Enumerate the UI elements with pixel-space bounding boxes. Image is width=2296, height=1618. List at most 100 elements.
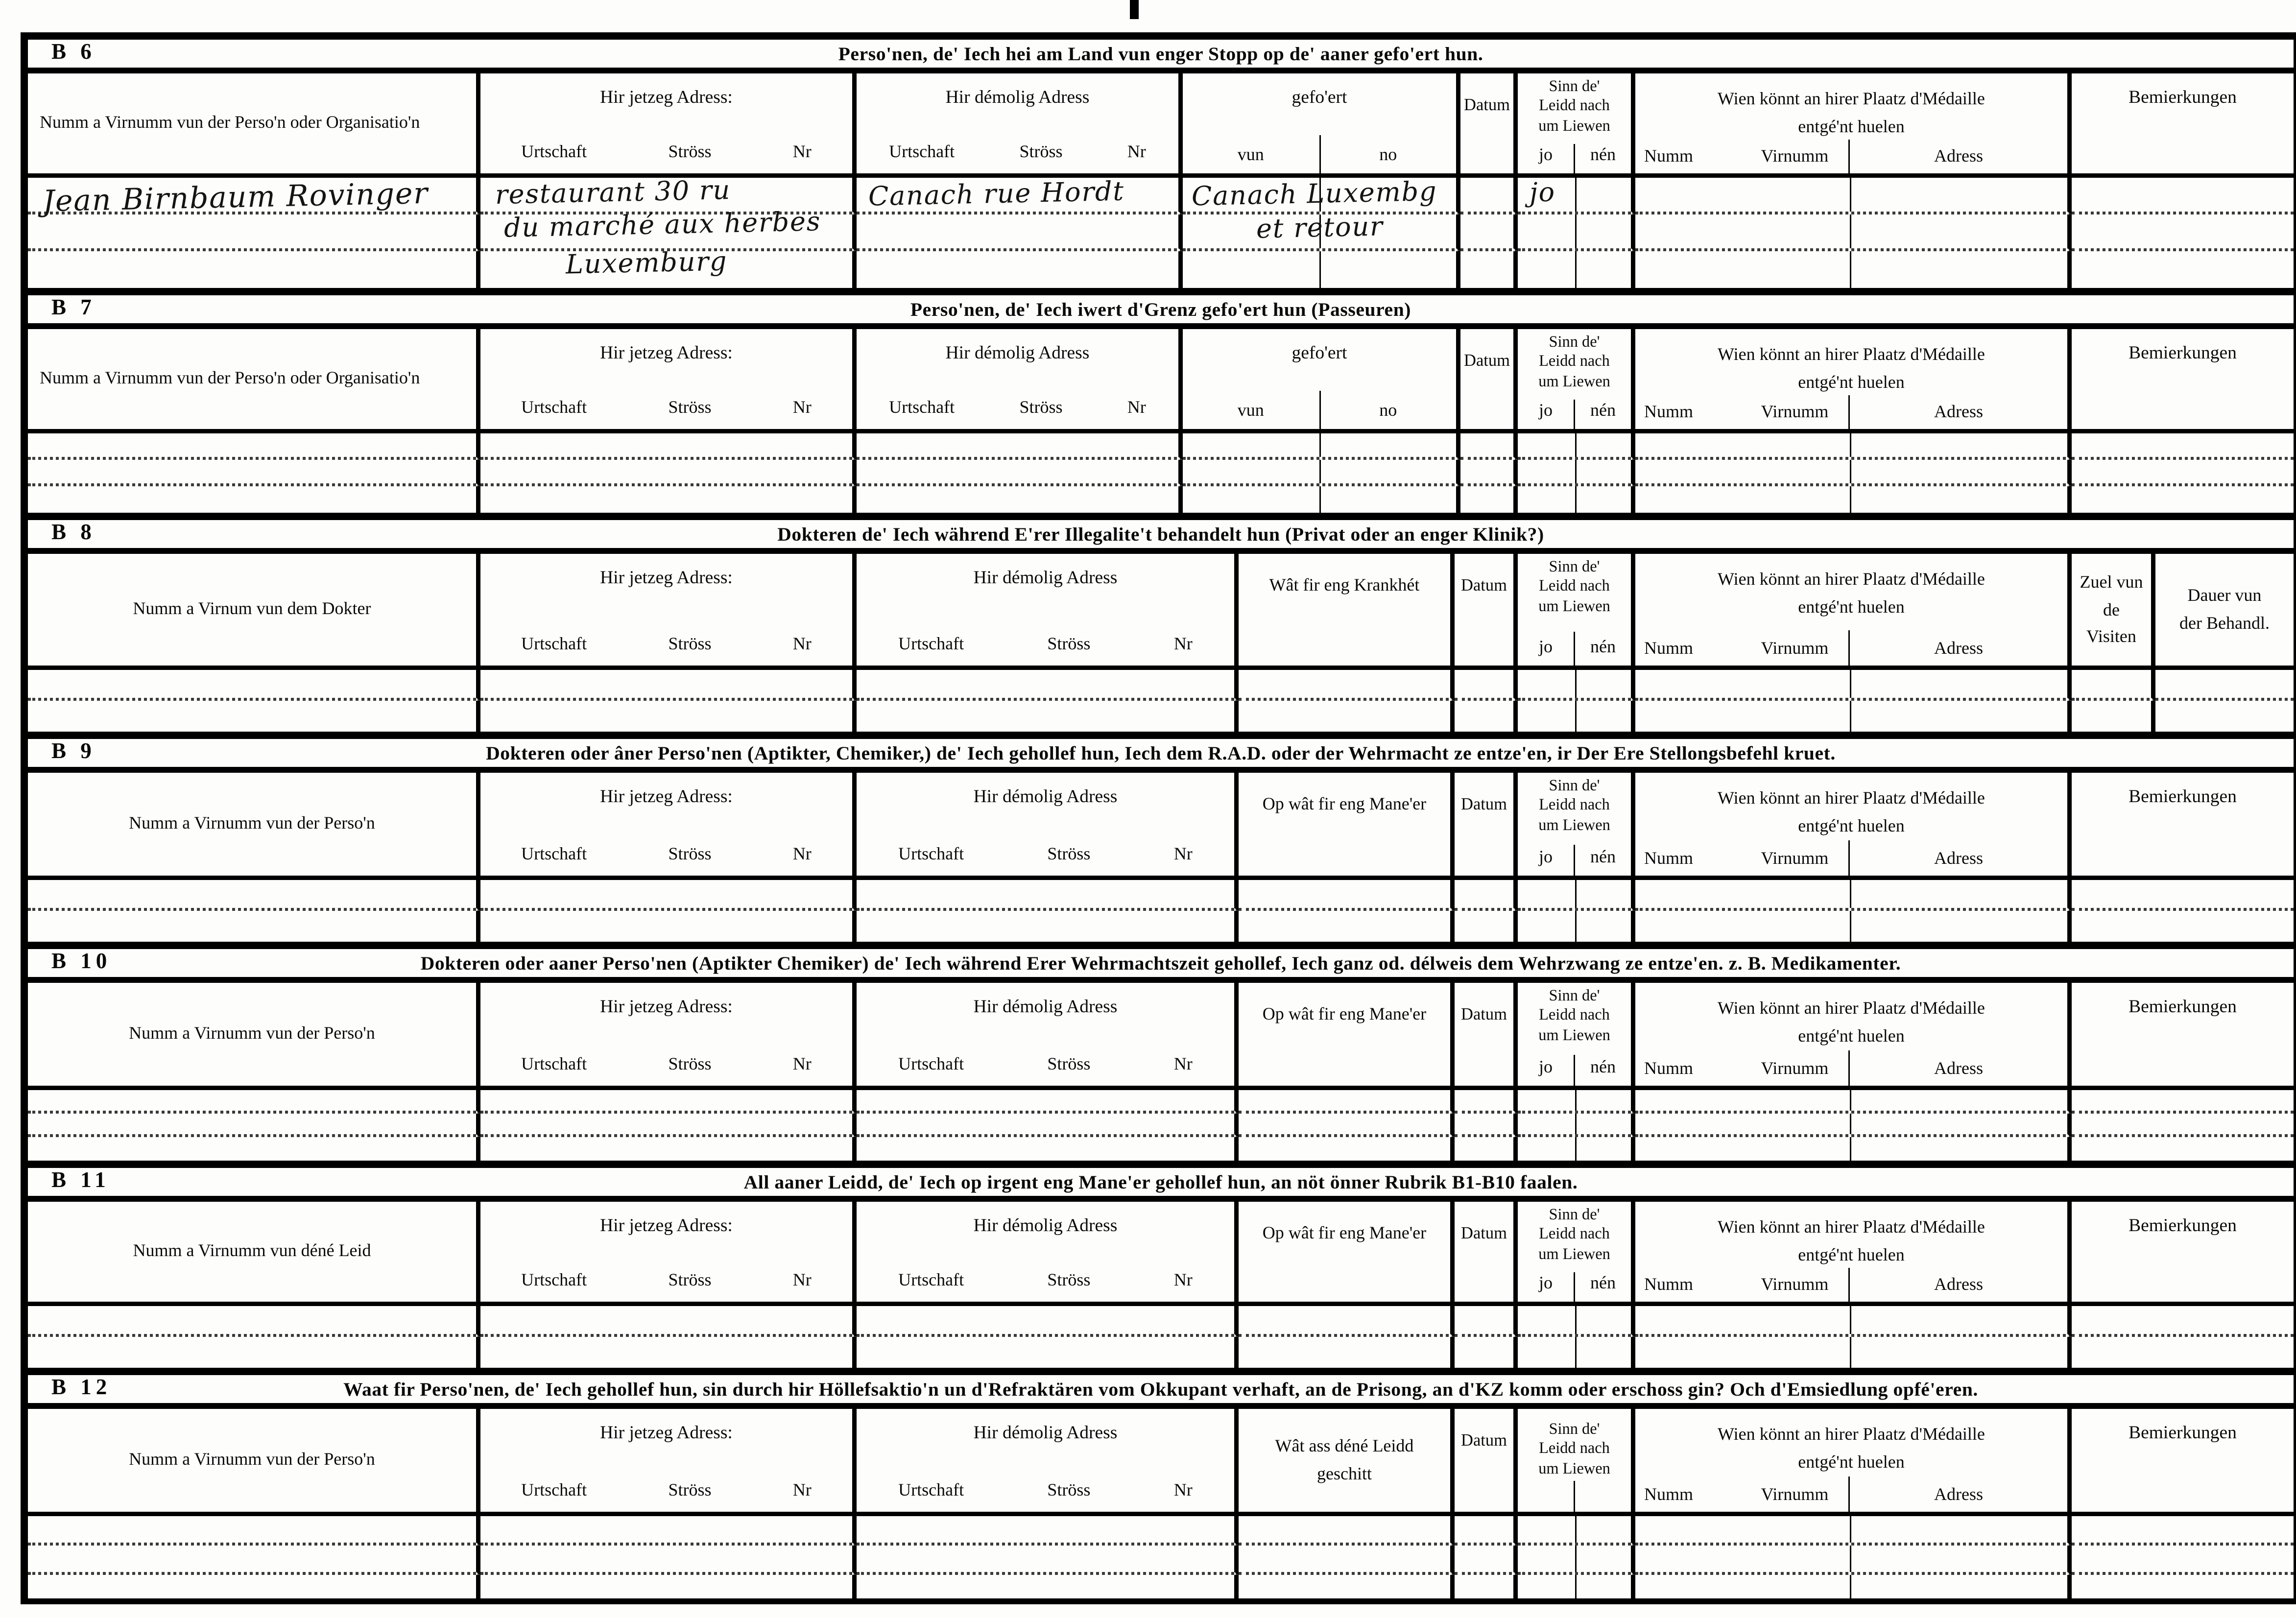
- table-row: [28, 178, 2294, 214]
- section-b12-rows: [28, 1516, 2294, 1598]
- column-name: Numm a Virnum vun dem Dokter: [28, 554, 480, 666]
- column-name-label: Numm a Virnumm vun der Perso'n oder Orga…: [40, 112, 420, 133]
- virnumm-label: Virnumm: [1741, 140, 1850, 173]
- column-manner: Op wât fir eng Mane'er: [1239, 773, 1455, 876]
- section-b7-header: Numm a Virnumm vun der Perso'n oder Orga…: [28, 329, 2294, 433]
- manner-label: Op wât fir eng Mane'er: [1262, 1003, 1427, 1024]
- treatment-duration-label: Dauer vun der Behandl.: [2179, 585, 2270, 633]
- table-cell: [28, 251, 480, 288]
- stross-label: Ströss: [1047, 633, 1091, 654]
- adress-label: Adress: [1934, 1057, 1983, 1078]
- stross-label: Ströss: [668, 1053, 712, 1074]
- column-alive: Sinn de' Leidd nach um Liewen jo nén: [1518, 1202, 1635, 1302]
- section-b7: B 7 Perso'nen, de' Iech iwert d'Grenz ge…: [28, 288, 2294, 513]
- table-row: [28, 1546, 2294, 1575]
- adress-label: Adress: [1934, 145, 1983, 167]
- section-b10-header: Numm a Virnumm vun der Perso'n Hir jetze…: [28, 983, 2294, 1090]
- transported-label: gefo'ert: [1292, 87, 1347, 107]
- table-cell: [1460, 178, 1518, 214]
- section-b11-header: Numm a Virnumm vun déné Leid Hir jetzeg …: [28, 1202, 2294, 1306]
- column-alive: Sinn de' Leidd nach um Liewen jo nén: [1518, 554, 1635, 666]
- table-cell: [1183, 178, 1460, 214]
- section-b8: B 8 Dokteren de' Iech während E'rer Ille…: [28, 513, 2294, 732]
- table-cell: [857, 178, 1183, 214]
- no-label: no: [1318, 391, 1457, 429]
- stross-label: Ströss: [1019, 141, 1063, 162]
- urtschaft-label: Urtschaft: [898, 843, 964, 864]
- former-address-label: Hir démolig Adress: [945, 87, 1090, 107]
- column-current-address: Hir jetzeg Adress: Urtschaft Ströss Nr: [480, 1409, 857, 1512]
- column-name: Numm a Virnumm vun der Perso'n oder Orga…: [28, 329, 480, 429]
- stross-label: Ströss: [668, 633, 712, 654]
- urtschaft-label: Urtschaft: [898, 1479, 964, 1500]
- jo-label: jo: [1538, 846, 1553, 867]
- column-name: Numm a Virnumm vun der Perso'n: [28, 1409, 480, 1512]
- section-b7-title: Perso'nen, de' Iech iwert d'Grenz gefo'e…: [910, 297, 1411, 320]
- section-b10-title-bar: B 10 Dokteren oder aaner Perso'nen (Apti…: [28, 942, 2294, 983]
- table-row: [28, 1306, 2294, 1337]
- column-medal-recipient: Wien könnt an hirer Plaatz d'Médaille en…: [1635, 773, 2072, 876]
- column-remarks: Bemierkungen: [2072, 73, 2294, 173]
- urtschaft-label: Urtschaft: [521, 1479, 587, 1500]
- virnumm-label: Virnumm: [1741, 395, 1850, 429]
- handwritten-transport-line1: Canach Luxembg: [1191, 176, 1437, 213]
- table-row: [28, 1337, 2294, 1368]
- handwritten-alive-jo: jo: [1529, 177, 1556, 209]
- column-medal-recipient: Wien könnt an hirer Plaatz d'Médaille en…: [1635, 1409, 2072, 1512]
- column-transported: gefo'ert vun no: [1183, 73, 1460, 173]
- table-cell: [1518, 251, 1635, 288]
- adress-label: Adress: [1934, 637, 1983, 658]
- table-cell: [1635, 214, 2072, 251]
- table-row: [28, 701, 2294, 732]
- column-name: Numm a Virnumm vun der Perso'n: [28, 983, 480, 1086]
- section-b11: B 11 All aaner Leidd, de' Iech op irgent…: [28, 1161, 2294, 1368]
- address-subheaders: Urtschaft Ströss Nr: [857, 141, 1178, 163]
- adress-label: Adress: [1934, 1483, 1983, 1504]
- alive-subheaders: jo nén: [1518, 143, 1631, 173]
- jo-label: jo: [1538, 1272, 1553, 1293]
- table-row: [28, 1114, 2294, 1137]
- column-former-address: Hir démolig Adress Urtschaft Ströss Nr: [857, 329, 1183, 429]
- column-visit-count: Zuel vun de Visiten: [2072, 554, 2155, 666]
- urtschaft-label: Urtschaft: [521, 1269, 587, 1290]
- transported-subheaders: vun no: [1183, 135, 1456, 173]
- section-b6-title-bar: B 6 Perso'nen, de' Iech hei am Land vun …: [28, 32, 2294, 73]
- stross-label: Ströss: [668, 1269, 712, 1290]
- fold-mark: [1130, 0, 1139, 19]
- column-medal-recipient: Wien könnt an hirer Plaatz d'Médaille en…: [1635, 983, 2072, 1086]
- section-b11-title: All aaner Leidd, de' Iech op irgent eng …: [743, 1170, 1578, 1192]
- column-alive: Sinn de' Leidd nach um Liewen jo nén: [1518, 773, 1635, 876]
- section-b8-title: Dokteren de' Iech während E'rer Illegali…: [777, 522, 1544, 545]
- stross-label: Ströss: [668, 1479, 712, 1500]
- urtschaft-label: Urtschaft: [898, 633, 964, 654]
- column-name: Numm a Virnumm vun der Perso'n: [28, 773, 480, 876]
- nen-label: nén: [1574, 632, 1631, 666]
- nen-label: nén: [1574, 399, 1631, 429]
- table-row: [28, 1516, 2294, 1546]
- column-former-address: Hir démolig Adress Urtschaft Ströss Nr: [857, 73, 1183, 173]
- remarks-label: Bemierkungen: [2129, 87, 2237, 107]
- table-row: [28, 880, 2294, 911]
- column-medal-recipient: Wien könnt an hirer Plaatz d'Médaille en…: [1635, 73, 2072, 173]
- table-row: [28, 1137, 2294, 1161]
- jo-label: jo: [1538, 636, 1553, 657]
- table-cell: [28, 214, 480, 251]
- nr-label: Nr: [1173, 843, 1193, 864]
- column-date: Datum: [1460, 329, 1518, 429]
- stross-label: Ströss: [668, 843, 712, 864]
- table-row: [28, 433, 2294, 460]
- column-current-address: Hir jetzeg Adress: Urtschaft Ströss Nr: [480, 773, 857, 876]
- nr-label: Nr: [1127, 397, 1146, 417]
- current-address-label: Hir jetzeg Adress:: [600, 87, 733, 107]
- column-medal-recipient: Wien könnt an hirer Plaatz d'Médaille en…: [1635, 554, 2072, 666]
- nr-label: Nr: [792, 1479, 812, 1500]
- column-name-label: Numm a Virnumm vun der Perso'n: [129, 1023, 375, 1044]
- table-cell: [480, 251, 857, 288]
- what-happened-label: Wât ass déné Leidd geschitt: [1275, 1436, 1414, 1484]
- stross-label: Ströss: [1047, 1053, 1091, 1074]
- column-current-address: Hir jetzeg Adress: Urtschaft Ströss Nr: [480, 329, 857, 429]
- section-b9: B 9 Dokteren oder âner Perso'nen (Aptikt…: [28, 732, 2294, 942]
- stross-label: Ströss: [1047, 1479, 1091, 1500]
- numm-label: Numm: [1644, 1274, 1694, 1295]
